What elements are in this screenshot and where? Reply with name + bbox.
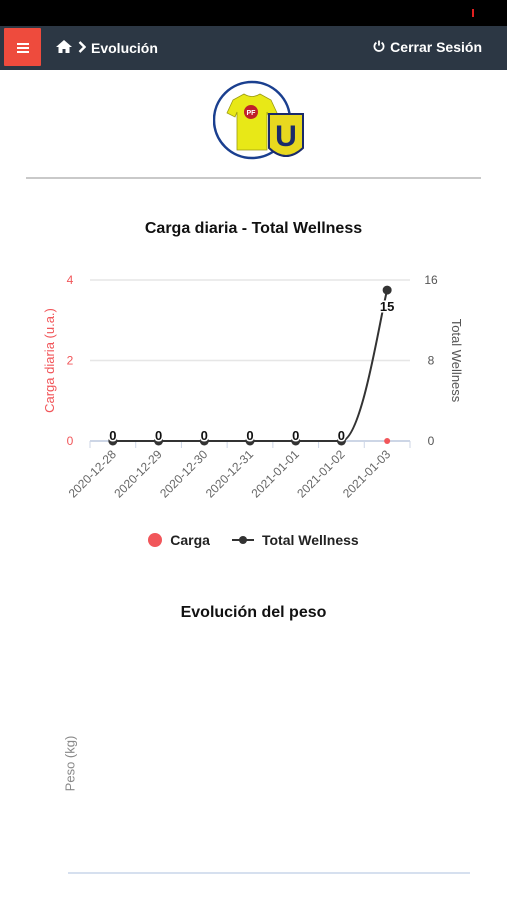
y-left-tick-label: 4 <box>67 273 74 287</box>
header-divider <box>26 177 481 179</box>
legend-swatch-carga <box>148 533 163 547</box>
wellness-data-label: 15 <box>380 299 394 314</box>
wellness-data-label: 0 <box>155 428 162 443</box>
y-left-tick-label: 0 <box>67 434 74 448</box>
wellness-point <box>245 436 255 446</box>
home-icon[interactable] <box>55 39 73 57</box>
recording-indicator <box>472 9 474 17</box>
wellness-data-label: 0 <box>292 428 299 443</box>
logo-jersey-text: PF <box>247 110 257 117</box>
menu-button[interactable] <box>4 28 41 66</box>
power-icon <box>373 39 385 55</box>
x-tick-label: 2021-01-03 <box>340 447 394 501</box>
chevron-right-icon <box>78 40 87 56</box>
peso-axis-label: Peso (kg) <box>62 735 78 792</box>
y-right-tick-label: 8 <box>428 354 435 368</box>
wellness-point <box>336 436 346 446</box>
logout-label: Cerrar Sesión <box>390 39 482 55</box>
legend-item-wellness[interactable]: Total Wellness <box>231 532 359 548</box>
x-tick-label: 2020-12-30 <box>157 447 211 501</box>
y-left-tick-label: 2 <box>67 354 74 368</box>
logout-button[interactable]: Cerrar Sesión <box>373 39 482 55</box>
logo-crest-text: U <box>275 120 297 153</box>
chart-title-carga: Carga diaria - Total Wellness <box>144 220 363 237</box>
team-logo: PF U <box>212 80 308 170</box>
y-right-tick-label: 0 <box>428 434 435 448</box>
y-left-axis-title: Carga diaria (u.a.) <box>42 308 57 413</box>
wellness-point <box>382 285 392 295</box>
wellness-point <box>291 436 301 446</box>
wellness-point <box>154 436 164 446</box>
x-tick-label: 2020-12-31 <box>203 447 257 501</box>
legend-label-wellness: Total Wellness <box>261 532 359 548</box>
wellness-data-label: 0 <box>201 428 208 443</box>
carga-wellness-chart: 0 2 4 0 8 16 Carga diaria (u.a.) Total Wellness… <box>42 273 464 501</box>
wellness-point <box>108 436 118 446</box>
wellness-series-line <box>112 289 389 442</box>
breadcrumb: Evolución <box>55 39 158 57</box>
wellness-point <box>199 436 209 446</box>
chart-legend: Carga Total Wellness <box>0 532 507 548</box>
status-bar <box>0 0 507 26</box>
x-tick-label: 2021-01-02 <box>294 447 348 501</box>
page-title: Evolución <box>91 40 158 56</box>
legend-swatch-wellness <box>231 536 254 544</box>
wellness-data-label: 0 <box>109 428 116 443</box>
y-right-axis-title: Total Wellness <box>449 319 464 403</box>
y-right-tick-label: 16 <box>424 273 438 287</box>
x-tick-label: 2021-01-01 <box>249 447 303 501</box>
carga-point <box>384 438 391 444</box>
legend-label-carga: Carga <box>170 532 210 548</box>
peso-chart-axis <box>68 872 470 874</box>
x-tick-label: 2020-12-28 <box>66 447 120 501</box>
chart-title-peso: Evolución del peso <box>180 604 327 621</box>
wellness-data-label: 0 <box>246 428 253 443</box>
wellness-data-label: 0 <box>338 428 345 443</box>
legend-item-carga[interactable]: Carga <box>148 532 210 548</box>
x-tick-label: 2020-12-29 <box>111 447 165 501</box>
top-navbar: Evolución Cerrar Sesión <box>0 26 507 70</box>
